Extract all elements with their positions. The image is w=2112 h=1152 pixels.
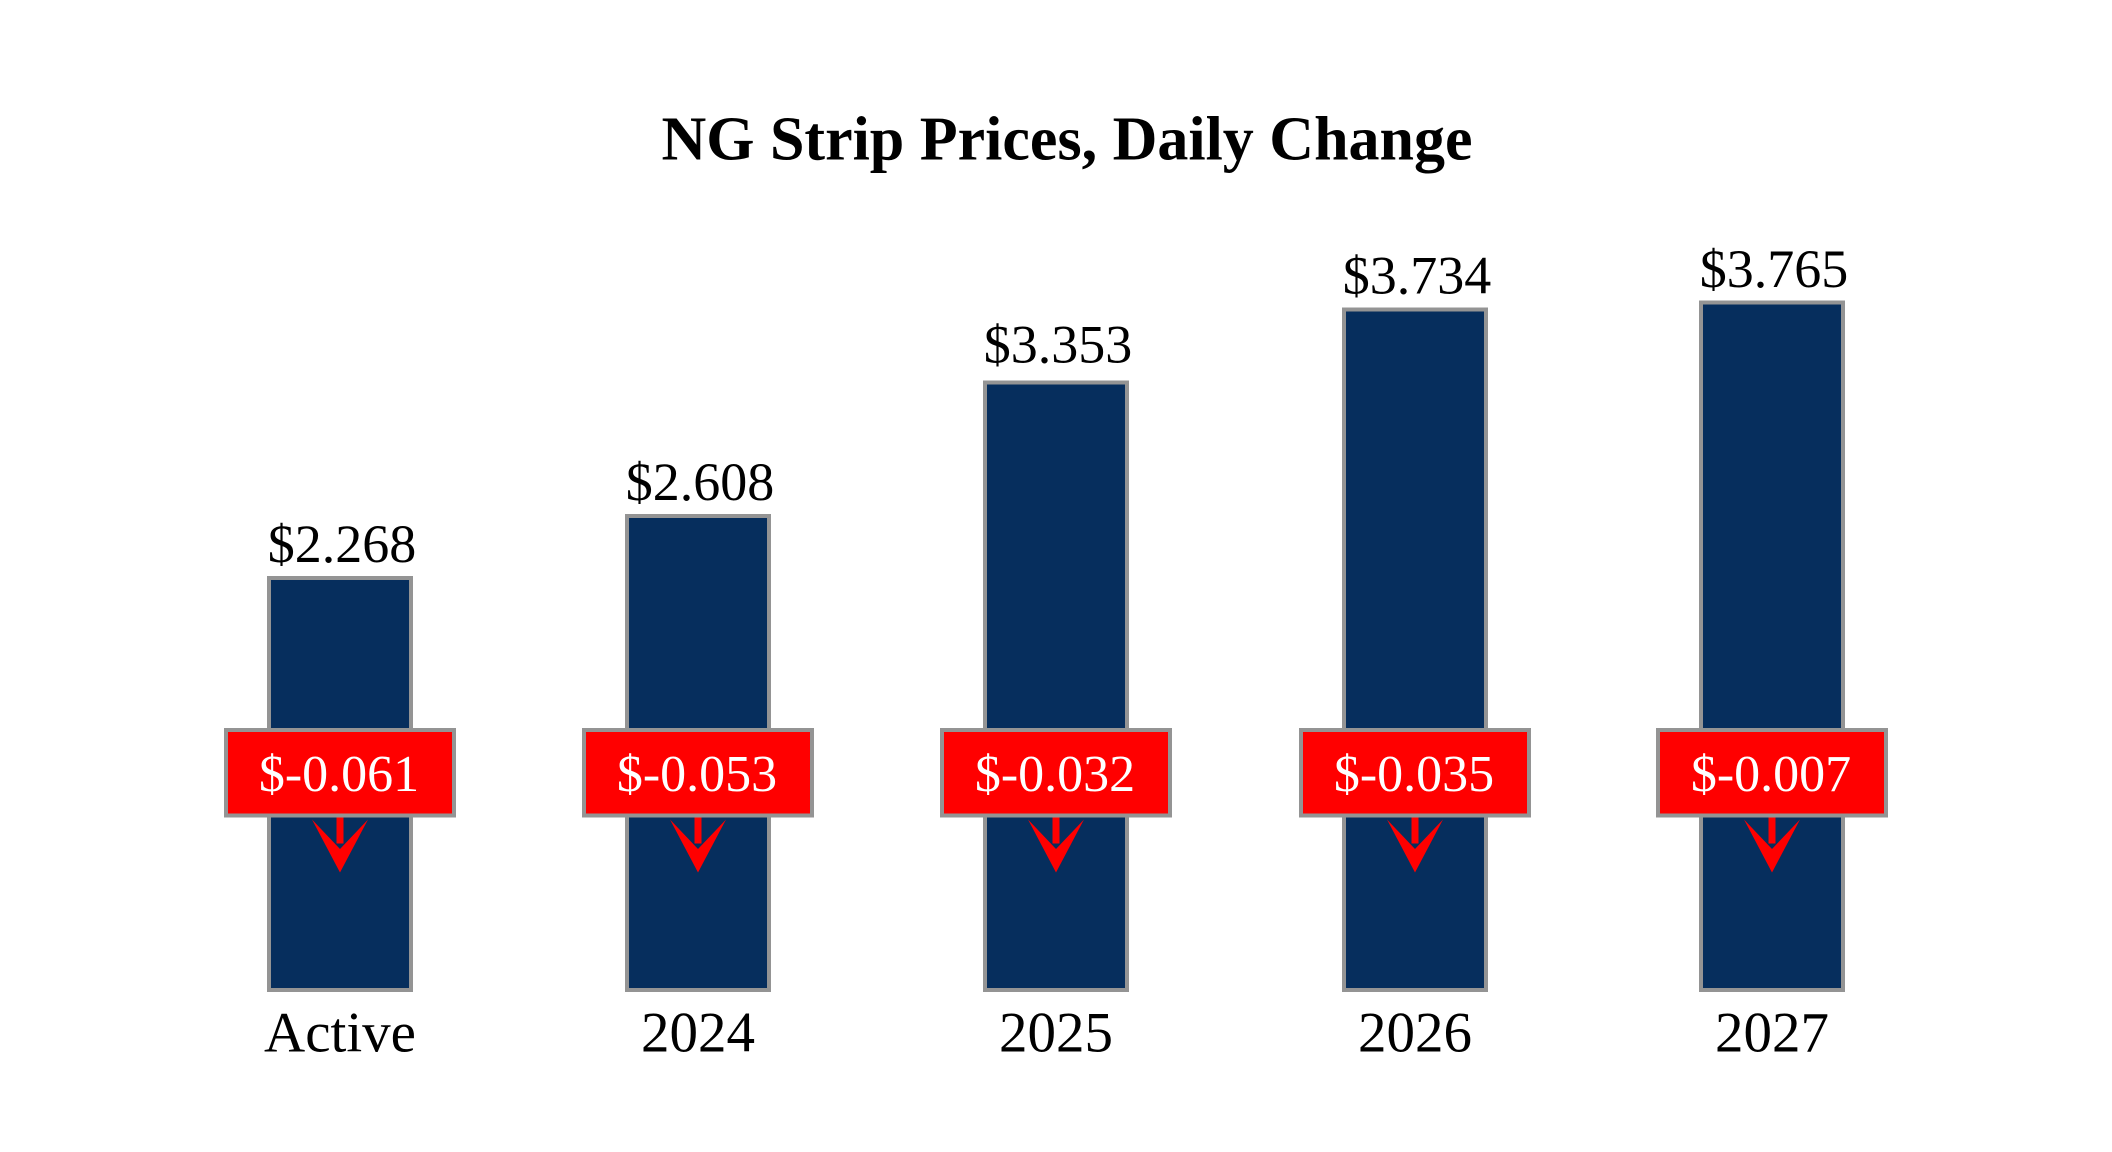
- svg-text:$-0.032: $-0.032: [975, 746, 1135, 803]
- svg-text:2027: 2027: [1715, 1002, 1829, 1065]
- svg-text:$2.608: $2.608: [626, 452, 775, 512]
- svg-text:$-0.035: $-0.035: [1334, 746, 1494, 803]
- svg-text:$2.268: $2.268: [268, 514, 417, 574]
- svg-text:2024: 2024: [641, 1002, 755, 1065]
- svg-text:$-0.053: $-0.053: [617, 746, 777, 803]
- svg-text:$3.353: $3.353: [984, 315, 1133, 375]
- svg-text:Active: Active: [264, 1002, 416, 1065]
- svg-text:$-0.061: $-0.061: [259, 746, 419, 803]
- svg-text:$-0.007: $-0.007: [1691, 746, 1851, 803]
- svg-text:2026: 2026: [1358, 1002, 1472, 1065]
- svg-text:$3.765: $3.765: [1700, 239, 1849, 299]
- svg-text:2025: 2025: [999, 1002, 1113, 1065]
- svg-text:NG Strip Prices, Daily Change: NG Strip Prices, Daily Change: [661, 106, 1472, 174]
- svg-text:$3.734: $3.734: [1343, 246, 1492, 306]
